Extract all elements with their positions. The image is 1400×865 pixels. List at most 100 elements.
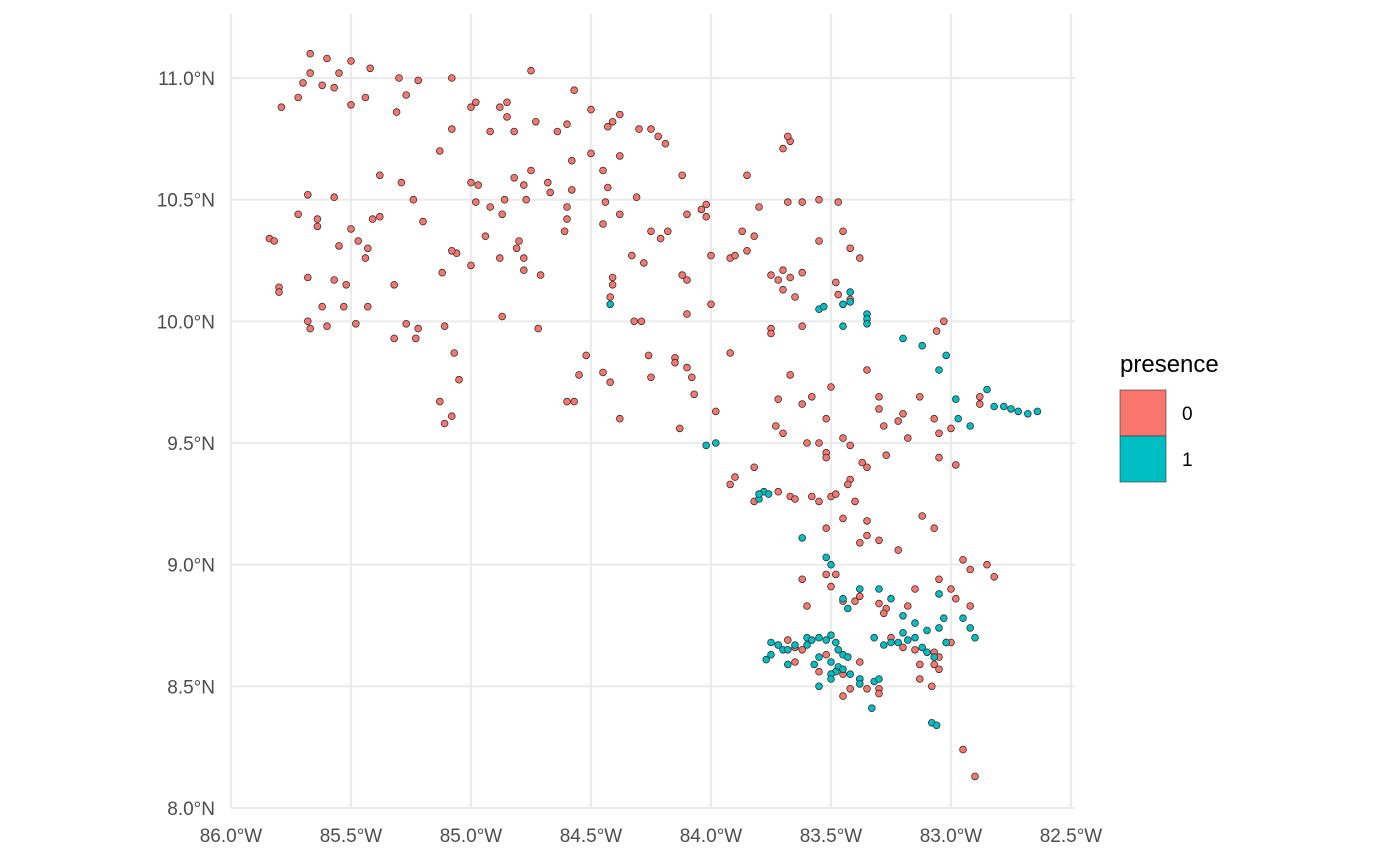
point-presence-0-73 bbox=[397, 178, 406, 187]
x-tick-label-7: 82.5°W bbox=[1040, 826, 1103, 847]
point-presence-0-40 bbox=[435, 147, 444, 155]
point-presence-0-94 bbox=[536, 271, 545, 279]
point-presence-1-64 bbox=[834, 645, 842, 654]
point-presence-0-44 bbox=[527, 166, 535, 175]
point-presence-0-180 bbox=[831, 278, 840, 287]
point-presence-0-272 bbox=[815, 667, 823, 676]
point-presence-0-167 bbox=[774, 276, 782, 284]
point-presence-0-263 bbox=[827, 582, 835, 591]
point-presence-0-100 bbox=[683, 210, 691, 219]
point-presence-0-151 bbox=[306, 324, 315, 333]
point-presence-0-82 bbox=[335, 242, 343, 250]
point-presence-0-243 bbox=[918, 512, 926, 520]
point-presence-1-6 bbox=[839, 322, 847, 331]
point-presence-0-187 bbox=[738, 227, 746, 236]
point-presence-1-21 bbox=[1024, 409, 1032, 418]
point-presence-0-19 bbox=[467, 103, 475, 111]
point-presence-0-195 bbox=[779, 429, 787, 438]
point-presence-0-143 bbox=[390, 280, 399, 289]
point-presence-0-64 bbox=[560, 227, 569, 236]
point-presence-0-75 bbox=[409, 195, 418, 204]
point-presence-0-56 bbox=[474, 181, 483, 189]
point-presence-0-98 bbox=[627, 251, 636, 260]
point-presence-0-289 bbox=[935, 665, 943, 674]
point-presence-0-232 bbox=[815, 497, 823, 506]
point-presence-0-163 bbox=[675, 424, 684, 433]
point-presence-1-0 bbox=[606, 300, 614, 309]
point-presence-0-17 bbox=[402, 91, 411, 99]
point-presence-0-220 bbox=[975, 392, 984, 401]
point-presence-0-157 bbox=[647, 373, 655, 382]
point-presence-1-59 bbox=[807, 636, 816, 644]
point-presence-0-194 bbox=[771, 422, 780, 430]
point-presence-0-54 bbox=[632, 193, 641, 202]
point-presence-0-6 bbox=[447, 74, 456, 82]
point-presence-0-241 bbox=[894, 546, 902, 554]
point-presence-0-249 bbox=[947, 585, 955, 593]
x-tick-label-2: 85.0°W bbox=[440, 826, 503, 847]
point-presence-1-53 bbox=[903, 636, 912, 644]
point-presence-0-148 bbox=[330, 276, 339, 284]
point-presence-0-27 bbox=[615, 110, 624, 119]
point-presence-0-209 bbox=[875, 405, 883, 413]
point-presence-1-12 bbox=[942, 351, 950, 360]
point-presence-0-10 bbox=[299, 79, 307, 87]
point-presence-1-92 bbox=[932, 721, 941, 730]
point-presence-0-67 bbox=[347, 225, 355, 233]
point-presence-1-84 bbox=[815, 682, 823, 691]
point-presence-0-26 bbox=[608, 118, 617, 126]
point-presence-0-179 bbox=[855, 254, 864, 262]
point-presence-0-112 bbox=[743, 171, 751, 180]
point-presence-1-19 bbox=[1007, 405, 1015, 413]
point-presence-0-111 bbox=[755, 203, 763, 211]
point-presence-1-50 bbox=[887, 638, 895, 647]
point-presence-0-49 bbox=[567, 186, 576, 194]
point-presence-0-160 bbox=[683, 363, 691, 372]
point-presence-0-283 bbox=[899, 643, 907, 652]
x-tick-label-5: 83.5°W bbox=[800, 826, 863, 847]
point-presence-1-80 bbox=[803, 641, 811, 649]
legend-title: presence bbox=[1120, 351, 1219, 378]
point-presence-0-52 bbox=[599, 220, 607, 228]
point-presence-0-153 bbox=[303, 273, 312, 282]
point-presence-0-65 bbox=[467, 178, 475, 187]
point-presence-0-131 bbox=[534, 324, 542, 333]
point-presence-0-190 bbox=[827, 383, 835, 391]
point-presence-0-251 bbox=[966, 602, 974, 610]
point-presence-1-74 bbox=[810, 660, 818, 669]
point-presence-0-217 bbox=[947, 424, 955, 433]
point-presence-0-4 bbox=[395, 74, 403, 82]
point-presence-0-250 bbox=[951, 594, 960, 603]
point-presence-0-201 bbox=[863, 463, 871, 472]
point-presence-1-52 bbox=[899, 628, 907, 637]
point-presence-1-17 bbox=[983, 385, 991, 394]
point-presence-0-230 bbox=[791, 495, 799, 503]
point-presence-0-130 bbox=[563, 397, 571, 406]
point-presence-0-149 bbox=[318, 302, 327, 311]
point-presence-0-57 bbox=[471, 198, 480, 206]
point-presence-0-175 bbox=[798, 198, 806, 206]
point-presence-1-43 bbox=[939, 614, 948, 622]
point-presence-0-246 bbox=[966, 565, 974, 574]
point-presence-0-144 bbox=[363, 302, 372, 311]
point-presence-0-77 bbox=[313, 215, 322, 223]
point-presence-0-124 bbox=[582, 351, 590, 360]
point-presence-0-35 bbox=[563, 120, 571, 128]
y-tick-label-0: 8.0°N bbox=[167, 799, 215, 820]
point-presence-1-46 bbox=[966, 624, 974, 632]
point-presence-1-45 bbox=[959, 614, 967, 622]
point-presence-0-68 bbox=[354, 237, 363, 245]
point-presence-0-24 bbox=[570, 86, 578, 94]
point-presence-0-236 bbox=[839, 514, 847, 523]
point-presence-0-238 bbox=[822, 524, 830, 532]
point-presence-0-185 bbox=[767, 329, 775, 338]
point-presence-0-127 bbox=[606, 378, 614, 387]
point-presence-0-76 bbox=[303, 191, 312, 199]
gridlines bbox=[229, 14, 1075, 810]
point-presence-0-147 bbox=[342, 280, 351, 289]
point-presence-1-4 bbox=[846, 288, 854, 296]
point-presence-1-71 bbox=[839, 665, 847, 674]
point-presence-0-120 bbox=[637, 317, 646, 326]
point-presence-0-70 bbox=[361, 254, 370, 262]
legend-label-0: 0 bbox=[1182, 404, 1193, 425]
